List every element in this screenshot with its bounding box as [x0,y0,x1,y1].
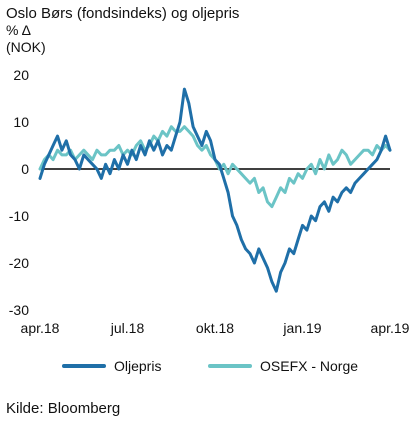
legend-item-oil: Oljepris [62,358,161,374]
chart-title: Oslo Børs (fondsindeks) og oljepris [6,5,240,22]
x-tick-label: jan.19 [282,320,321,336]
x-tick-label: okt.18 [196,320,234,336]
legend-item-osefx: OSEFX - Norge [208,358,358,374]
legend-label-oil: Oljepris [114,358,162,374]
series-line-oljepris [38,87,392,293]
series-line-osefx [38,125,392,209]
legend: Oljepris OSEFX - Norge [0,358,413,380]
y-currency-label: (NOK) [6,39,46,55]
y-tick-label: 10 [13,114,29,130]
x-tick-label: apr.18 [21,320,60,336]
x-tick-label: jul.18 [110,320,145,336]
plot-area: 20 10 0 -10 -20 -30 apr.18 jul.18 okt.18 jan.19 ap… [9,67,410,336]
y-unit-label: % Δ [6,22,31,38]
y-tick-label: 0 [21,161,29,177]
source-note: Kilde: Bloomberg [6,400,121,417]
legend-label-osefx: OSEFX - Norge [260,358,359,374]
y-tick-label: -20 [9,255,29,271]
legend-swatch-oil [62,364,106,368]
legend-swatch-osefx [208,364,252,368]
x-tick-label: apr.19 [371,320,410,336]
y-tick-label: 20 [13,67,29,83]
line-chart: 20 10 0 -10 -20 -30 apr.18 jul.18 okt.18 jan.19 ap… [9,67,410,336]
y-tick-label: -30 [9,302,29,318]
y-tick-label: -10 [9,208,29,224]
